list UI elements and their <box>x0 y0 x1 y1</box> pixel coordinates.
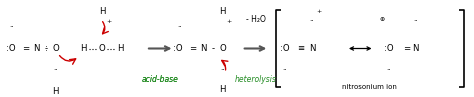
Text: ··: ·· <box>282 67 287 73</box>
Text: - H₂O: - H₂O <box>246 15 265 24</box>
Text: H: H <box>118 44 124 53</box>
Text: ··: ·· <box>413 18 418 24</box>
Text: +: + <box>316 9 322 14</box>
Text: :O: :O <box>280 44 289 53</box>
Text: -: - <box>212 44 215 53</box>
Text: nitrosonium ion: nitrosonium ion <box>342 84 397 90</box>
Text: N: N <box>33 44 40 53</box>
Text: H: H <box>80 44 86 53</box>
Text: ··: ·· <box>386 67 391 73</box>
Text: O: O <box>99 44 105 53</box>
Text: ··: ·· <box>53 67 58 73</box>
Text: N: N <box>412 44 419 53</box>
Text: ⊕: ⊕ <box>380 17 385 22</box>
Text: :O: :O <box>6 44 15 53</box>
Text: ··: ·· <box>310 18 314 24</box>
Text: :O: :O <box>173 44 182 53</box>
Text: ··: ·· <box>220 67 225 73</box>
Text: +: + <box>227 19 232 24</box>
Text: ≡: ≡ <box>297 44 305 53</box>
Text: N: N <box>309 44 315 53</box>
Text: +: + <box>106 19 111 24</box>
Text: O: O <box>219 44 226 53</box>
Text: N: N <box>201 44 207 53</box>
Text: :: : <box>46 44 48 53</box>
Text: ··: ·· <box>9 24 14 30</box>
Text: acid-base: acid-base <box>142 75 179 84</box>
Text: ··: ·· <box>177 24 182 30</box>
Text: H: H <box>99 7 105 16</box>
Text: heterolysis: heterolysis <box>235 75 276 84</box>
Text: =: = <box>402 44 410 53</box>
Text: =: = <box>189 44 197 53</box>
Text: =: = <box>22 44 29 53</box>
Text: O: O <box>52 44 59 53</box>
Text: H: H <box>219 85 226 94</box>
Text: :O: :O <box>384 44 393 53</box>
Text: H: H <box>52 87 59 96</box>
Text: H: H <box>219 7 226 16</box>
Text: -: - <box>45 44 47 53</box>
Text: acid-base: acid-base <box>142 75 179 84</box>
